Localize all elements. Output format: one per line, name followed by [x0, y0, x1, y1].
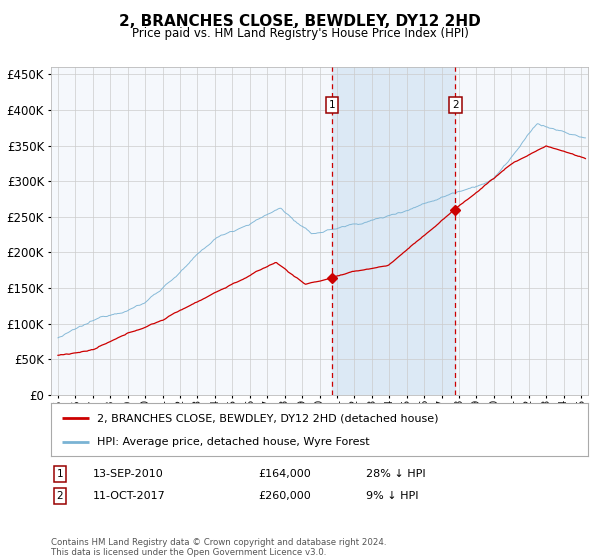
- Bar: [332, 67, 455, 395]
- Text: 9% ↓ HPI: 9% ↓ HPI: [366, 491, 419, 501]
- Text: 2, BRANCHES CLOSE, BEWDLEY, DY12 2HD (detached house): 2, BRANCHES CLOSE, BEWDLEY, DY12 2HD (de…: [97, 413, 438, 423]
- Text: 2: 2: [56, 491, 64, 501]
- Text: £164,000: £164,000: [258, 469, 311, 479]
- Text: Contains HM Land Registry data © Crown copyright and database right 2024.
This d: Contains HM Land Registry data © Crown c…: [51, 538, 386, 557]
- Text: HPI: Average price, detached house, Wyre Forest: HPI: Average price, detached house, Wyre…: [97, 437, 369, 447]
- Text: 13-SEP-2010: 13-SEP-2010: [93, 469, 164, 479]
- Text: Price paid vs. HM Land Registry's House Price Index (HPI): Price paid vs. HM Land Registry's House …: [131, 27, 469, 40]
- Text: 2: 2: [452, 100, 458, 110]
- Text: 28% ↓ HPI: 28% ↓ HPI: [366, 469, 425, 479]
- Text: 1: 1: [56, 469, 64, 479]
- Text: 11-OCT-2017: 11-OCT-2017: [93, 491, 166, 501]
- Text: 1: 1: [329, 100, 335, 110]
- Text: 2, BRANCHES CLOSE, BEWDLEY, DY12 2HD: 2, BRANCHES CLOSE, BEWDLEY, DY12 2HD: [119, 14, 481, 29]
- Text: £260,000: £260,000: [258, 491, 311, 501]
